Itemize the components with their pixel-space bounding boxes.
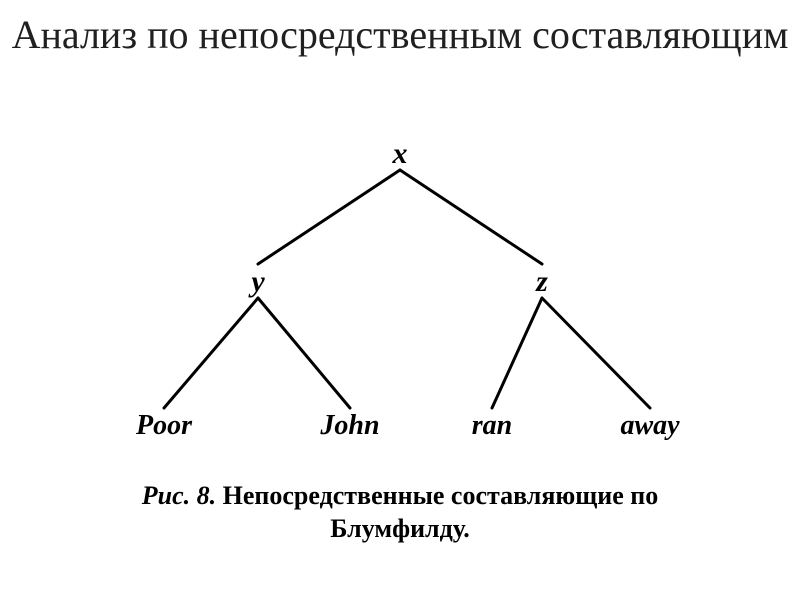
tree-node-y: y: [251, 265, 264, 299]
tree-leaf-john: John: [320, 410, 379, 442]
slide: Анализ по непосредственным составляющим …: [0, 0, 800, 600]
tree-figure: x y z Poor John ran away: [80, 130, 720, 460]
tree-leaf-away: away: [620, 410, 679, 442]
figure-caption-label: Рис. 8.: [142, 481, 216, 510]
slide-title: Анализ по непосредственным составляющим: [0, 0, 800, 58]
tree-node-x: x: [393, 137, 408, 171]
tree-leaf-poor: Poor: [136, 410, 192, 442]
figure-caption: Рис. 8. Непосредственные составляющие по…: [0, 480, 800, 545]
figure-caption-text-2: Блумфилду.: [330, 514, 469, 543]
figure-caption-text-1: Непосредственные составляющие по: [223, 481, 659, 510]
tree-leaf-ran: ran: [472, 410, 512, 442]
tree-node-z: z: [536, 265, 548, 299]
